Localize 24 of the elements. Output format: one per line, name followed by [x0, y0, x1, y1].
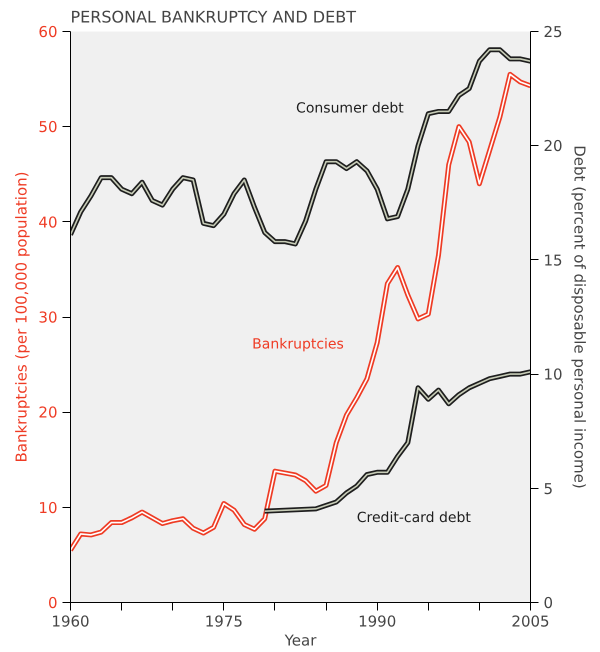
y-tick-label: 50 — [38, 118, 58, 136]
x-tick-label: 1975 — [204, 612, 243, 630]
series-label: Consumer debt — [296, 100, 404, 117]
y2-tick-label: 0 — [544, 594, 554, 612]
y-tick-label: 10 — [38, 498, 58, 517]
y2-tick-label: 15 — [544, 251, 563, 270]
y-tick-label: 20 — [38, 404, 58, 422]
y-tick-label: 30 — [38, 308, 58, 326]
x-axis-title: Year — [284, 632, 318, 650]
y2-tick-label: 20 — [544, 137, 563, 156]
series-label: Credit-card debt — [356, 510, 472, 526]
y2-tick-label: 10 — [544, 366, 563, 384]
x-tick-label: 2005 — [511, 612, 550, 630]
y-tick-label: 60 — [38, 23, 58, 41]
y-axis-title: Bankruptcies (per 100,000 population) — [12, 172, 30, 462]
y2-axis-title: Debt (percent of disposable personal income) — [570, 145, 589, 489]
y-tick-label: 40 — [38, 213, 58, 232]
y2-tick-label: 5 — [544, 480, 554, 498]
chart-title: PERSONAL BANKRUPTCY AND DEBT — [70, 8, 356, 26]
y-tick-label: 0 — [48, 594, 58, 612]
x-tick-label: 1960 — [51, 612, 90, 630]
y2-tick-label: 25 — [544, 23, 563, 41]
x-tick-label: 1990 — [358, 612, 396, 630]
text: Bankruptcies — [252, 336, 344, 353]
